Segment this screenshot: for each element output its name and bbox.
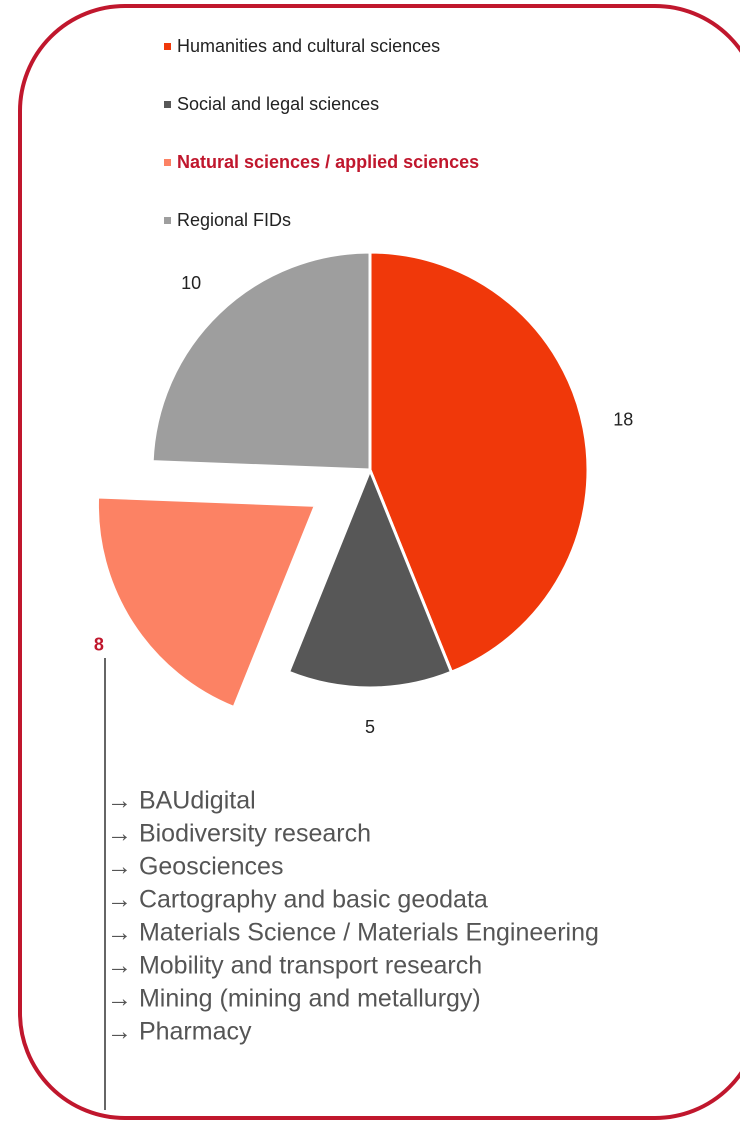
annotation-item: → Cartography and basic geodata xyxy=(107,886,488,914)
pie-slice xyxy=(286,465,454,690)
pie-slice xyxy=(368,250,590,675)
legend-swatch xyxy=(164,159,171,166)
legend-label: Social and legal sciences xyxy=(177,94,379,114)
annotation-item: → Mining (mining and metallurgy) xyxy=(107,985,481,1013)
data-label: 18 xyxy=(613,410,633,430)
annotation-item: → Mobility and transport research xyxy=(107,952,482,980)
annotation-item: → Pharmacy xyxy=(107,1018,252,1046)
pie-slice xyxy=(95,495,318,710)
legend-swatch xyxy=(164,217,171,224)
data-label: 5 xyxy=(365,717,375,737)
frame xyxy=(18,4,740,1120)
data-label: 10 xyxy=(181,273,201,293)
legend-label: Humanities and cultural sciences xyxy=(177,36,440,56)
legend-swatch xyxy=(164,43,171,50)
annotation-item: → Biodiversity research xyxy=(107,820,371,848)
legend-label: Regional FIDs xyxy=(177,210,291,230)
legend-swatch xyxy=(164,101,171,108)
annotation-item: → Materials Science / Materials Engineer… xyxy=(107,919,599,947)
data-label: 8 xyxy=(94,634,104,654)
annotation-item: → Geosciences xyxy=(107,853,283,881)
annotation-item: → BAUdigital xyxy=(107,787,256,815)
pie-slice xyxy=(150,250,372,472)
legend-label: Natural sciences / applied sciences xyxy=(177,152,479,172)
